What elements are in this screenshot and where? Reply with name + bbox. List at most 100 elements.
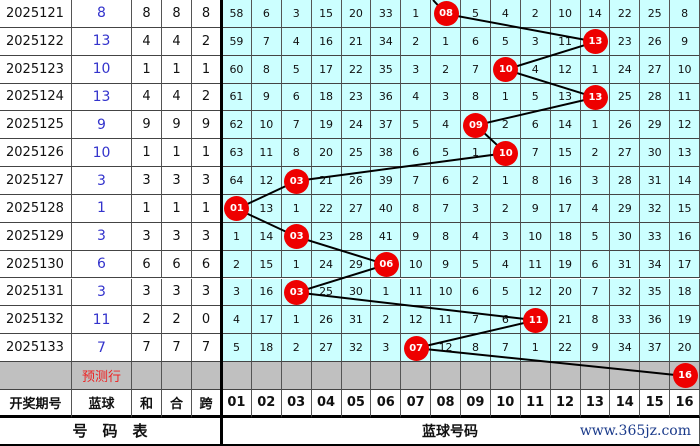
span-cell: 1: [192, 194, 221, 223]
prediction-cell[interactable]: [461, 362, 491, 390]
prediction-cell[interactable]: [401, 362, 432, 390]
missing-count-cell: 23: [610, 27, 641, 56]
prediction-cell[interactable]: [431, 362, 461, 390]
missing-count-cell: 11: [550, 27, 581, 56]
prediction-label: 预测行: [72, 362, 132, 390]
missing-count-cell: 25: [341, 139, 372, 168]
missing-count-cell: 20: [341, 0, 372, 28]
missing-count-cell: 2: [401, 27, 432, 56]
missing-count-cell: 10: [251, 111, 282, 140]
missing-count-cell: 31: [610, 250, 641, 279]
missing-count-cell: 1: [520, 334, 551, 363]
missing-count-cell: 11: [251, 139, 282, 168]
missing-count-cell: 3: [490, 222, 521, 251]
span-cell: 3: [192, 278, 221, 307]
missing-count-cell: 9: [580, 334, 611, 363]
missing-count-cell: 3: [371, 334, 402, 363]
missing-count-cell: 35: [371, 55, 402, 84]
header-number: 11: [520, 389, 551, 418]
missing-count-cell: 17: [251, 306, 282, 335]
missing-count-cell: 11: [520, 250, 551, 279]
missing-count-cell: 34: [371, 27, 402, 56]
mod-cell: 3: [162, 167, 192, 195]
prediction-cell[interactable]: [251, 362, 282, 390]
missing-count-cell: 7: [431, 194, 461, 223]
missing-count-cell: 17: [311, 55, 342, 84]
missing-count-cell: 39: [371, 167, 402, 195]
header-number: 02: [251, 389, 282, 418]
site-link[interactable]: www.365jz.com: [579, 422, 691, 439]
missing-count-cell: 15: [311, 0, 342, 28]
divider: [220, 0, 223, 446]
sum-cell: 2: [132, 306, 162, 335]
header-number: 14: [610, 389, 641, 418]
mod-cell: 3: [162, 278, 192, 307]
prediction-cell[interactable]: [341, 362, 372, 390]
missing-count-cell: 6: [431, 167, 461, 195]
missing-count-cell: 10: [520, 222, 551, 251]
missing-count-cell: 1: [431, 27, 461, 56]
missing-count-cell: 17: [670, 250, 700, 279]
missing-count-cell: 33: [371, 0, 402, 28]
blue-ball-cell: 11: [72, 306, 132, 335]
prediction-cell[interactable]: [610, 362, 641, 390]
span-cell: 1: [192, 139, 221, 168]
missing-count-cell: 6: [251, 0, 282, 28]
prediction-cell[interactable]: [550, 362, 581, 390]
missing-count-cell: 27: [341, 194, 372, 223]
missing-count-cell: 28: [610, 167, 641, 195]
header-number: 07: [401, 389, 432, 418]
sum-cell: 8: [132, 0, 162, 28]
missing-count-cell: 2: [222, 250, 252, 279]
missing-count-cell: 41: [371, 222, 402, 251]
header-number: 05: [341, 389, 372, 418]
footer-right: 蓝球号码 www.365jz.com: [222, 417, 700, 446]
missing-count-cell: 5: [401, 111, 432, 140]
missing-count-cell: 3: [461, 194, 491, 223]
prediction-cell[interactable]: [520, 362, 551, 390]
period-cell: 2025126: [0, 139, 72, 168]
missing-count-cell: 38: [371, 139, 402, 168]
prediction-cell[interactable]: [281, 362, 312, 390]
prediction-cell[interactable]: [162, 362, 192, 390]
missing-count-cell: 18: [550, 222, 581, 251]
missing-count-cell: 25: [640, 0, 671, 28]
missing-count-cell: 15: [550, 139, 581, 168]
missing-count-cell: 31: [341, 306, 372, 335]
prediction-cell[interactable]: [490, 362, 521, 390]
missing-count-cell: 59: [222, 27, 252, 56]
prediction-cell[interactable]: [132, 362, 162, 390]
blue-ball-marker: 03: [284, 279, 310, 305]
missing-count-cell: 12: [670, 111, 700, 140]
missing-count-cell: 9: [251, 83, 282, 112]
prediction-cell[interactable]: [371, 362, 402, 390]
missing-count-cell: 10: [670, 55, 700, 84]
missing-count-cell: 7: [281, 111, 312, 140]
prediction-cell[interactable]: [640, 362, 671, 390]
missing-count-cell: 6: [461, 278, 491, 307]
prediction-cell[interactable]: [311, 362, 342, 390]
missing-count-cell: 30: [610, 222, 641, 251]
header-mod: 合: [162, 389, 192, 418]
missing-count-cell: 8: [431, 222, 461, 251]
missing-count-cell: 8: [580, 306, 611, 335]
missing-count-cell: 37: [371, 111, 402, 140]
missing-count-cell: 16: [670, 222, 700, 251]
header-number: 01: [222, 389, 252, 418]
missing-count-cell: 35: [640, 278, 671, 307]
prediction-cell[interactable]: [222, 362, 252, 390]
mod-cell: 3: [162, 222, 192, 251]
missing-count-cell: 32: [341, 334, 372, 363]
sum-cell: 9: [132, 111, 162, 140]
blue-ball-marker: 09: [463, 112, 489, 138]
mod-cell: 1: [162, 139, 192, 168]
sum-cell: 4: [132, 27, 162, 56]
missing-count-cell: 28: [341, 222, 372, 251]
blue-ball-marker: 03: [284, 168, 310, 194]
missing-count-cell: 24: [610, 55, 641, 84]
missing-count-cell: 11: [401, 278, 432, 307]
mod-cell: 1: [162, 55, 192, 84]
header-number: 03: [281, 389, 312, 418]
missing-count-cell: 8: [461, 334, 491, 363]
header-number: 08: [431, 389, 461, 418]
